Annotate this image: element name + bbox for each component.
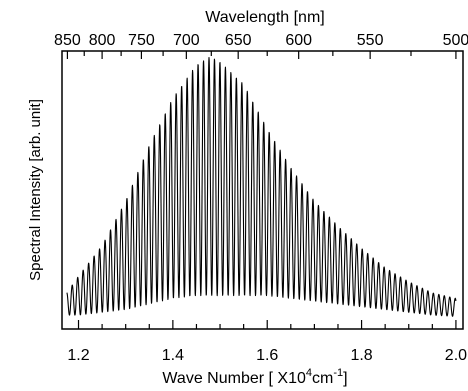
x-tick-label: 1.2 <box>67 347 89 364</box>
top-tick-label: 800 <box>89 32 116 49</box>
bottom-axis-ticks: 1.2 1.4 1.6 1.8 2.0 <box>67 320 467 364</box>
top-tick-label: 850 <box>54 32 81 49</box>
top-tick-label: 650 <box>225 32 252 49</box>
y-axis-label: Spectral Intensity [arb. unit] <box>27 99 44 281</box>
top-tick-label: 600 <box>285 32 312 49</box>
top-tick-label: 700 <box>173 32 200 49</box>
top-axis-ticks: 850 800 750 700 650 600 550 500 <box>54 32 468 59</box>
plot-frame <box>61 50 464 330</box>
top-axis-label: Wavelength [nm] <box>205 9 324 26</box>
x-tick-label: 1.4 <box>162 347 184 364</box>
x-tick-label: 1.8 <box>350 347 372 364</box>
spectrum-line <box>66 56 457 317</box>
x-axis-label: Wave Number [ X104cm-1] <box>162 367 347 387</box>
series-group <box>66 56 457 317</box>
top-tick-label: 750 <box>128 32 155 49</box>
x-tick-label: 1.6 <box>256 347 278 364</box>
x-tick-label: 2.0 <box>445 347 467 364</box>
top-tick-label: 500 <box>443 32 468 49</box>
top-tick-label: 550 <box>357 32 384 49</box>
